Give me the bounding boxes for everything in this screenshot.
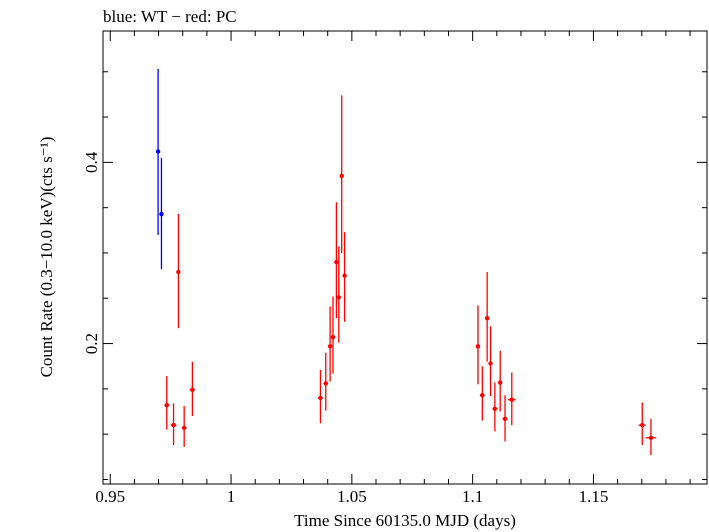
- pc-marker: [181, 425, 187, 431]
- pc-data-point: [492, 382, 498, 432]
- pc-marker: [492, 406, 498, 412]
- y-tick-label: 0.2: [82, 333, 101, 354]
- pc-data-point: [342, 232, 347, 322]
- pc-data-point: [502, 395, 508, 442]
- pc-data-point: [336, 246, 342, 343]
- pc-data-point: [645, 418, 657, 456]
- pc-data-point: [164, 376, 170, 430]
- wt-data-point: [155, 69, 161, 235]
- pc-data-point: [488, 326, 493, 397]
- pc-marker: [327, 344, 333, 349]
- pc-marker: [640, 422, 645, 428]
- x-tick-label: 1: [227, 487, 236, 506]
- pc-marker: [336, 295, 342, 300]
- chart-title: blue: WT − red: PC: [103, 7, 237, 26]
- pc-marker: [176, 269, 181, 275]
- plot-frame: [102, 30, 708, 485]
- pc-marker: [648, 435, 654, 440]
- pc-data-point: [170, 403, 177, 446]
- pc-data-point: [176, 214, 181, 329]
- pc-data-point: [507, 372, 516, 426]
- x-axis-label: Time Since 60135.0 MJD (days): [294, 511, 516, 530]
- pc-marker: [509, 397, 514, 402]
- x-tick-label: 1.05: [337, 487, 367, 506]
- y-tick-label: 0.4: [82, 151, 101, 173]
- pc-data-point: [334, 202, 339, 319]
- x-tick-label: 0.95: [95, 487, 125, 506]
- pc-marker: [497, 380, 503, 385]
- pc-marker: [484, 316, 490, 321]
- pc-data-point: [339, 95, 344, 253]
- pc-marker: [502, 416, 508, 421]
- pc-marker: [190, 387, 195, 392]
- pc-data-point: [497, 350, 503, 412]
- pc-marker: [318, 395, 323, 401]
- pc-marker: [488, 361, 493, 366]
- pc-data-point: [323, 352, 329, 411]
- pc-data-point: [479, 366, 485, 421]
- pc-marker: [475, 344, 481, 349]
- pc-data-point: [484, 271, 490, 362]
- wt-marker: [155, 149, 161, 154]
- pc-data-point: [330, 296, 336, 374]
- pc-data-point: [181, 406, 187, 447]
- pc-data-point: [327, 306, 333, 382]
- pc-data-point: [638, 402, 646, 446]
- x-tick-label: 1.15: [579, 487, 609, 506]
- pc-data-point: [475, 305, 481, 385]
- pc-marker: [171, 422, 176, 428]
- pc-marker: [323, 381, 328, 386]
- pc-data-point: [318, 369, 323, 424]
- axis-ticks: 0.95 1 1.05 1.1 1.15 0.2 0.4: [82, 31, 707, 506]
- pc-marker: [330, 335, 336, 340]
- y-axis-label: Count Rate (0.3−10.0 keV)(cts s⁻¹): [37, 137, 56, 378]
- pc-marker: [164, 402, 169, 408]
- pc-marker: [342, 273, 347, 278]
- data-points: [155, 69, 657, 456]
- wt-data-point: [159, 157, 164, 270]
- pc-marker: [480, 393, 485, 398]
- wt-marker: [159, 211, 164, 217]
- pc-marker: [334, 259, 339, 265]
- pc-marker: [339, 173, 344, 179]
- x-tick-label: 1.1: [462, 487, 483, 506]
- pc-data-point: [189, 361, 195, 417]
